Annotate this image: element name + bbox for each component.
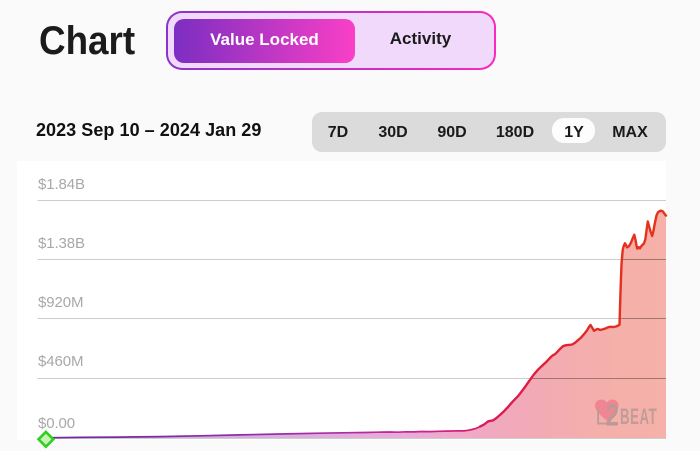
svg-text:L: L [596, 403, 607, 430]
svg-text:BEAT: BEAT [620, 405, 657, 429]
svg-text:2: 2 [606, 398, 619, 433]
